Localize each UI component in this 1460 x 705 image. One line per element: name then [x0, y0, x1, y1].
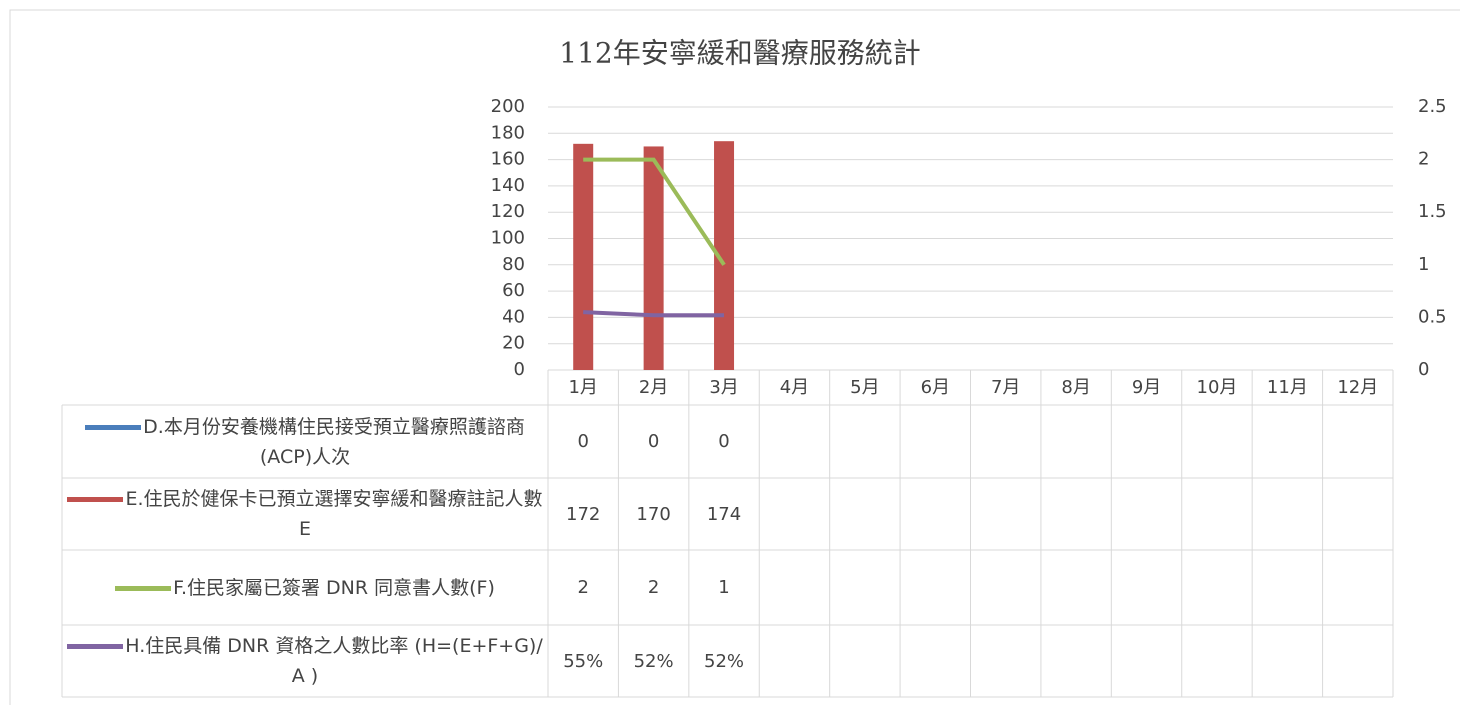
table-value: 174 [706, 503, 742, 525]
x-tick-label: 6月 [921, 377, 950, 398]
table-value: 1 [718, 577, 730, 598]
table-value: 2 [577, 577, 589, 598]
legend-key [67, 497, 124, 502]
y2-tick-label: 0.5 [1418, 306, 1447, 327]
legend-label: D.本月份安養機構住民接受預立醫療照護諮商(ACP)人次 [143, 415, 525, 468]
legend-entry: H.住民具備 DNR 資格之人數比率 (H=(E+F+G)/ A ) [62, 625, 548, 697]
y2-tick-label: 1.5 [1418, 201, 1447, 222]
legend-key [67, 644, 124, 649]
y-tick-label: 120 [491, 201, 525, 222]
frame [9, 9, 1460, 705]
legend-label: E.住民於健保卡已預立選擇安寧緩和醫療註記人數E [125, 488, 543, 540]
y-tick-label: 200 [491, 96, 525, 117]
legend-entry: F.住民家屬已簽署 DNR 同意書人數(F) [62, 550, 548, 625]
table-value: 172 [566, 503, 601, 525]
x-tick-label: 12月 [1337, 377, 1378, 398]
legend-key [85, 424, 142, 430]
table-value: 52% [704, 650, 745, 672]
table-value: 0 [718, 431, 730, 452]
x-tick-label: 10月 [1197, 377, 1238, 398]
x-tick-label: 9月 [1132, 377, 1161, 398]
bar [714, 141, 735, 370]
table-value: 52% [633, 650, 674, 672]
legend-label: H.住民具備 DNR 資格之人數比率 (H=(E+F+G)/ A ) [125, 635, 543, 687]
bar [643, 146, 664, 370]
legend-entry: D.本月份安養機構住民接受預立醫療照護諮商(ACP)人次 [62, 405, 548, 478]
table-value: 55% [563, 650, 604, 672]
table-value: 170 [636, 503, 671, 525]
legend-text-wrap: D.本月份安養機構住民接受預立醫療照護諮商(ACP)人次 [66, 412, 544, 472]
y-tick-label: 180 [491, 122, 525, 143]
x-tick-label: 1月 [568, 377, 597, 398]
line-series [583, 157, 726, 266]
y-tick-label: 80 [502, 254, 525, 275]
x-tick-label: 3月 [709, 377, 738, 398]
y-tick-label: 100 [491, 228, 525, 249]
legend-text-wrap: E.住民於健保卡已預立選擇安寧緩和醫療註記人數E [66, 484, 544, 544]
legend-text-wrap: F.住民家屬已簽署 DNR 同意書人數(F) [115, 573, 495, 603]
legend-entry: E.住民於健保卡已預立選擇安寧緩和醫療註記人數E [62, 478, 548, 550]
y2-tick-label: 2 [1418, 149, 1429, 170]
chart-title: 112年安寧緩和醫療服務統計 [559, 37, 920, 70]
x-tick-label: 5月 [850, 377, 879, 398]
x-tick-label: 8月 [1061, 377, 1090, 398]
table-value: 0 [647, 431, 660, 452]
y-tick-label: 40 [502, 306, 525, 327]
y2-tick-label: 2.5 [1418, 96, 1447, 117]
y-tick-label: 0 [514, 359, 525, 380]
y-tick-label: 140 [491, 175, 525, 196]
legend-label: F.住民家屬已簽署 DNR 同意書人數(F) [173, 576, 495, 599]
y-tick-label: 160 [491, 149, 525, 170]
table-value: 0 [577, 431, 589, 452]
y2-tick-label: 0 [1418, 359, 1429, 380]
x-tick-label: 7月 [991, 377, 1020, 398]
legend-key [115, 585, 172, 591]
y-tick-label: 60 [502, 280, 525, 301]
x-tick-label: 4月 [780, 377, 809, 398]
legend-text-wrap: H.住民具備 DNR 資格之人數比率 (H=(E+F+G)/ A ) [66, 631, 544, 691]
x-tick-label: 11月 [1267, 377, 1308, 398]
bar [573, 143, 594, 370]
table-value: 2 [647, 577, 660, 598]
x-tick-label: 2月 [639, 377, 668, 398]
y2-tick-label: 1 [1418, 254, 1429, 275]
y-tick-label: 20 [502, 333, 525, 354]
line-series [583, 310, 725, 318]
